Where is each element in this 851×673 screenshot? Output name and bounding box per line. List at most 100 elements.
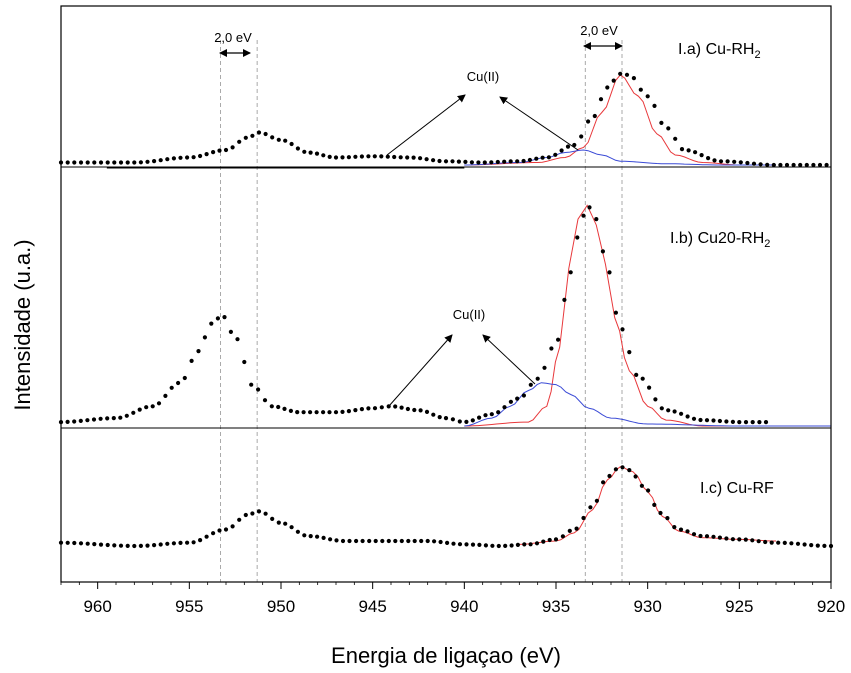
data-point-panel-3 bbox=[815, 543, 820, 548]
data-point-panel-3 bbox=[560, 534, 566, 539]
data-point-panel-1 bbox=[540, 155, 545, 160]
data-point-panel-2 bbox=[321, 410, 326, 415]
data-point-panel-1 bbox=[327, 154, 332, 159]
data-point-panel-3 bbox=[145, 543, 150, 548]
panel-label-2-main: I.b) Cu20-RH bbox=[670, 230, 764, 247]
fit-curve-panel-3-1 bbox=[519, 466, 776, 545]
data-point-panel-2 bbox=[562, 297, 567, 302]
data-point-panel-3 bbox=[782, 540, 787, 546]
data-point-panel-1 bbox=[85, 160, 90, 165]
data-point-panel-2 bbox=[640, 376, 645, 381]
x-tick-label: 920 bbox=[817, 597, 845, 616]
data-point-panel-1 bbox=[751, 161, 757, 166]
data-point-panel-3 bbox=[171, 541, 176, 546]
data-point-panel-1 bbox=[237, 139, 242, 144]
data-point-panel-2 bbox=[314, 410, 319, 415]
data-point-panel-2 bbox=[556, 337, 561, 342]
data-point-panel-2 bbox=[698, 417, 703, 423]
data-point-panel-3 bbox=[477, 542, 482, 548]
data-point-panel-1 bbox=[178, 155, 183, 160]
data-point-panel-1 bbox=[405, 155, 410, 160]
fit-curve-panel-1-1 bbox=[464, 74, 776, 166]
data-point-panel-2 bbox=[535, 376, 540, 381]
data-point-panel-2 bbox=[346, 409, 351, 414]
data-point-panel-1 bbox=[198, 153, 203, 159]
data-point-panel-2 bbox=[620, 327, 625, 332]
data-point-panel-3 bbox=[515, 542, 521, 548]
data-point-panel-3 bbox=[204, 534, 209, 539]
data-point-panel-1 bbox=[732, 159, 737, 164]
data-point-panel-2 bbox=[581, 213, 586, 218]
data-point-panel-3 bbox=[217, 528, 222, 533]
data-point-panel-1 bbox=[65, 160, 70, 165]
data-point-panel-2 bbox=[653, 397, 658, 402]
data-point-panel-1 bbox=[138, 160, 143, 165]
data-point-panel-3 bbox=[665, 516, 670, 521]
data-point-panel-2 bbox=[418, 408, 423, 413]
data-point-panel-2 bbox=[412, 407, 417, 413]
data-point-panel-1 bbox=[666, 126, 671, 131]
data-point-panel-2 bbox=[209, 321, 214, 326]
data-point-panel-3 bbox=[541, 539, 546, 544]
data-point-panel-1 bbox=[618, 71, 623, 76]
data-point-panel-1 bbox=[185, 155, 190, 160]
data-point-panel-3 bbox=[386, 538, 391, 544]
data-point-panel-1 bbox=[798, 162, 803, 168]
data-point-panel-1 bbox=[631, 76, 637, 81]
data-point-panel-3 bbox=[178, 540, 183, 546]
data-point-panel-3 bbox=[685, 529, 690, 534]
data-point-panel-1 bbox=[559, 148, 564, 153]
x-tick-label: 960 bbox=[83, 597, 111, 616]
data-point-panel-3 bbox=[574, 526, 579, 531]
data-point-panel-2 bbox=[575, 235, 580, 240]
data-point-panel-3 bbox=[340, 538, 346, 544]
data-point-panel-1 bbox=[346, 155, 351, 160]
data-point-panel-2 bbox=[528, 382, 533, 387]
data-point-panel-3 bbox=[553, 537, 559, 542]
data-point-panel-2 bbox=[111, 416, 116, 421]
data-point-panel-1 bbox=[230, 145, 235, 150]
data-point-panel-2 bbox=[659, 406, 664, 411]
data-point-panel-3 bbox=[704, 534, 710, 539]
data-point-panel-2 bbox=[691, 416, 697, 421]
data-point-panel-3 bbox=[256, 509, 262, 514]
data-point-panel-2 bbox=[372, 406, 378, 411]
data-point-panel-3 bbox=[776, 540, 781, 545]
data-point-panel-3 bbox=[581, 515, 586, 521]
data-point-panel-2 bbox=[542, 365, 547, 370]
data-point-panel-1 bbox=[791, 162, 796, 168]
data-point-panel-2 bbox=[137, 407, 142, 412]
data-point-panel-2 bbox=[189, 358, 194, 363]
data-point-panel-2 bbox=[443, 416, 449, 421]
data-point-panel-3 bbox=[198, 538, 203, 543]
data-point-panel-2 bbox=[399, 405, 404, 410]
data-point-panel-1 bbox=[125, 160, 130, 165]
data-point-panel-1 bbox=[456, 159, 461, 164]
data-point-panel-2 bbox=[489, 412, 494, 417]
data-point-panel-1 bbox=[366, 154, 371, 159]
data-point-panel-2 bbox=[176, 380, 181, 386]
data-point-panel-1 bbox=[379, 154, 384, 159]
data-point-panel-1 bbox=[308, 150, 313, 155]
data-point-panel-2 bbox=[78, 418, 83, 423]
data-point-panel-3 bbox=[321, 535, 326, 541]
data-point-panel-1 bbox=[489, 160, 494, 165]
data-point-panel-1 bbox=[158, 158, 163, 163]
panel-label-3: I.c) Cu-RF bbox=[700, 480, 774, 497]
data-point-panel-2 bbox=[295, 410, 300, 415]
data-point-panel-1 bbox=[476, 160, 481, 165]
data-point-panel-3 bbox=[809, 543, 814, 548]
cu2-label-mid: Cu(II) bbox=[453, 307, 486, 322]
data-point-panel-1 bbox=[424, 157, 429, 162]
data-point-panel-3 bbox=[78, 541, 84, 546]
data-point-panel-3 bbox=[730, 537, 736, 542]
data-point-panel-1 bbox=[92, 160, 97, 165]
data-point-panel-3 bbox=[302, 533, 307, 538]
data-point-panel-2 bbox=[72, 419, 77, 424]
data-point-panel-1 bbox=[333, 155, 339, 160]
data-point-panel-1 bbox=[624, 72, 630, 77]
data-point-panel-2 bbox=[496, 410, 501, 415]
data-point-panel-1 bbox=[673, 136, 678, 141]
data-point-panel-3 bbox=[547, 537, 552, 543]
data-point-panel-1 bbox=[758, 162, 763, 167]
